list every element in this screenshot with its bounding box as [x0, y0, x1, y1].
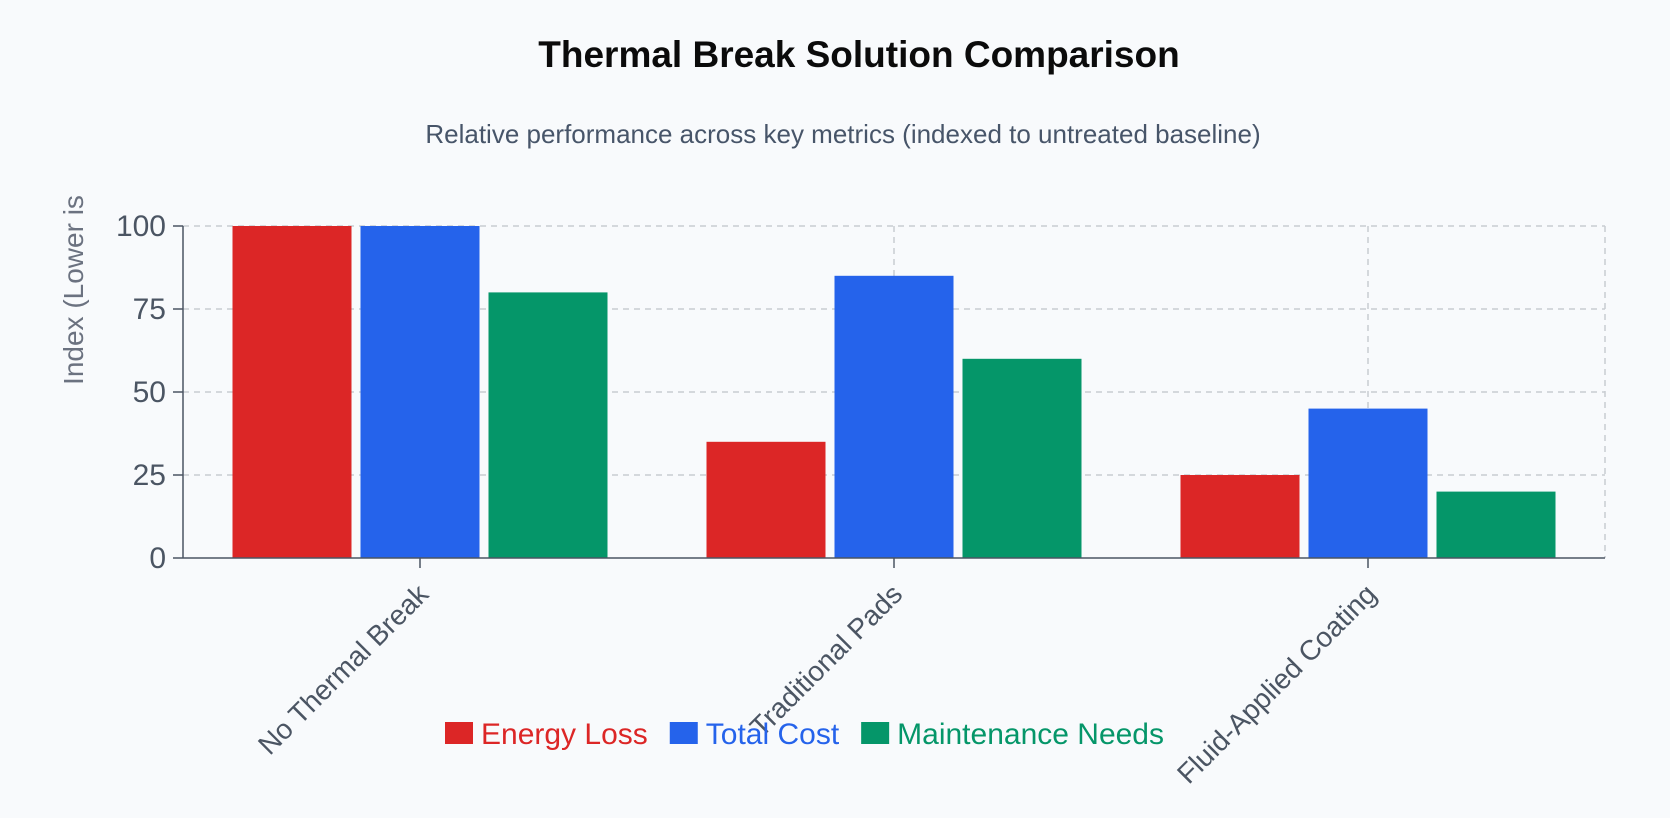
x-tick-label: Fluid-Applied Coating	[1171, 578, 1382, 789]
bar-total-cost[interactable]	[834, 275, 954, 558]
legend-swatch	[861, 722, 890, 744]
y-axis-label: Index (Lower is	[58, 195, 89, 385]
legend-swatch	[669, 722, 698, 744]
legend-label[interactable]: Total Cost	[706, 718, 840, 751]
axes	[173, 225, 1605, 568]
legend-label[interactable]: Energy Loss	[481, 718, 648, 751]
y-tick-label: 100	[116, 210, 166, 243]
legend-swatch	[445, 722, 473, 744]
bar-maintenance-needs[interactable]	[1436, 491, 1556, 558]
bar-total-cost[interactable]	[360, 226, 480, 558]
chart-title: Thermal Break Solution Comparison	[538, 34, 1179, 75]
bars	[232, 226, 1556, 558]
bar-maintenance-needs[interactable]	[488, 292, 608, 558]
bar-maintenance-needs[interactable]	[962, 358, 1082, 558]
legend-label[interactable]: Maintenance Needs	[897, 718, 1164, 751]
legend[interactable]: Energy Loss Total Cost Maintenance Needs	[445, 718, 1164, 751]
y-tick-label: 25	[133, 459, 166, 492]
bar-energy-loss[interactable]	[232, 226, 352, 558]
bar-total-cost[interactable]	[1308, 408, 1428, 558]
bar-energy-loss[interactable]	[1180, 475, 1300, 558]
y-tick-label: 0	[149, 542, 166, 575]
chart-subtitle: Relative performance across key metrics …	[425, 119, 1260, 149]
y-tick-label: 50	[133, 376, 166, 409]
bar-energy-loss[interactable]	[706, 441, 826, 558]
y-tick-label: 75	[133, 293, 166, 326]
x-tick-label: No Thermal Break	[252, 578, 435, 761]
